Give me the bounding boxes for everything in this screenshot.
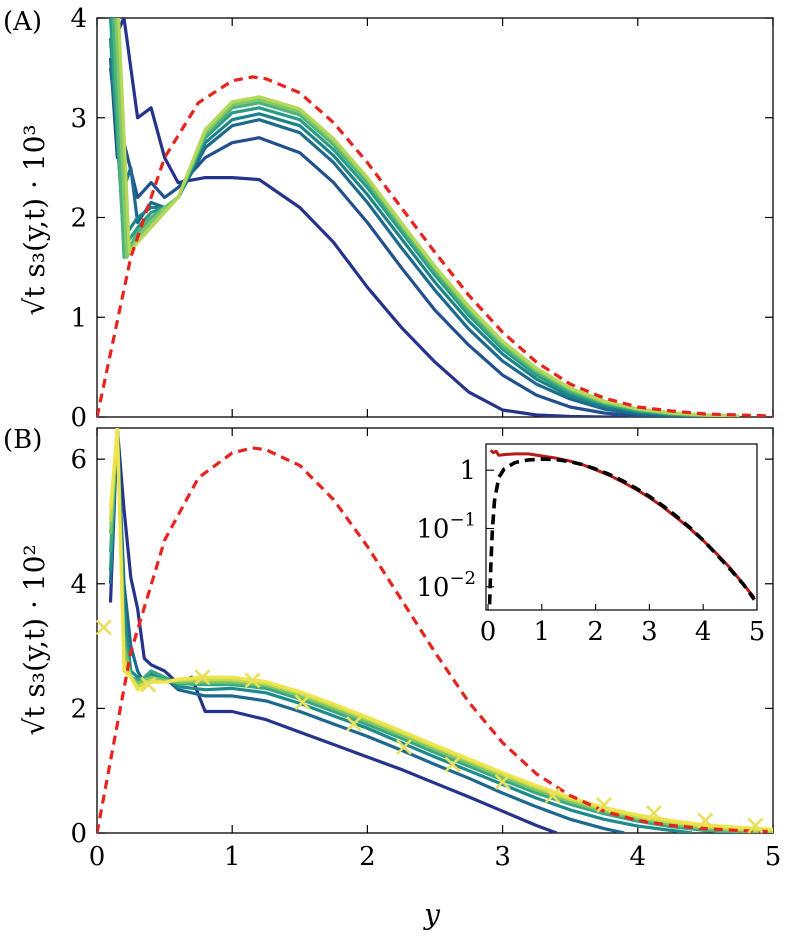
x-axis-label: y xyxy=(422,898,441,931)
inset-xtick-label: 3 xyxy=(641,617,658,647)
inset-ytick-label: 1 xyxy=(459,456,476,486)
inset-xtick-label: 1 xyxy=(534,617,551,647)
panel-b-cross-marker xyxy=(95,619,112,636)
panel-a-series-t1 xyxy=(109,18,706,417)
inset-xtick-label: 5 xyxy=(749,617,766,647)
panel-b-cross-marker xyxy=(345,716,362,732)
inset-xtick-label: 4 xyxy=(695,617,712,647)
inset-ytick-label: 10−2 xyxy=(416,568,476,603)
panel-a-ytick-label: 3 xyxy=(70,104,87,134)
panel-b-cross-marker xyxy=(747,817,764,834)
panel-a-series-t8 xyxy=(117,18,740,417)
inset-series-theory xyxy=(488,457,756,605)
panel-a-ytick-label: 4 xyxy=(70,4,87,34)
panel-b-cross-marker xyxy=(244,672,261,689)
panel-b-label: (B) xyxy=(3,425,42,455)
panel-a-series-t4 xyxy=(108,37,740,417)
panel-a-label: (A) xyxy=(3,7,42,37)
panel-b-frame xyxy=(96,427,774,834)
panel-b-series-t6 xyxy=(108,428,773,833)
panel-b-xtick-label: 0 xyxy=(89,842,106,872)
panel-b-cross-marker xyxy=(544,787,561,804)
inset-series xyxy=(488,449,756,605)
inset-ticks: 1 10−1 10−20 1 2 3 4 5 xyxy=(416,456,765,647)
panel-b-cross-marker xyxy=(294,694,311,711)
panel-b-ylabel: √t s₃(y,t) · 10² xyxy=(18,544,51,735)
panel-b-cross-marker xyxy=(494,773,511,790)
panel-b-xtick-label: 1 xyxy=(224,842,241,872)
panel-b-ticks: 0 2 4 6 0 1 2 3 4 5 xyxy=(70,428,781,872)
panel-a-ytick-label: 0 xyxy=(70,403,87,433)
panel-b-series-t7 xyxy=(108,428,773,831)
panel-a-series-t2 xyxy=(108,57,706,417)
panel-b-cross-marker xyxy=(140,676,157,693)
panel-b-reference-dashed xyxy=(97,446,773,833)
panel-a-reference-dashed xyxy=(97,75,773,417)
panel-a-series xyxy=(97,18,773,417)
panel-a-ylabel: √t s₃(y,t) · 10³ xyxy=(18,124,51,315)
panel-b-xtick-label: 4 xyxy=(630,842,647,872)
panel-a-ticks: 0 1 2 3 4 xyxy=(70,4,774,433)
inset-ytick-label: 10−1 xyxy=(416,509,476,544)
panel-a-ytick-label: 1 xyxy=(70,303,87,333)
inset-xtick-label: 2 xyxy=(587,617,604,647)
panel-b-ytick-label: 0 xyxy=(70,819,87,849)
panel-a-ytick-label: 2 xyxy=(70,204,87,234)
panel-b-ytick-label: 6 xyxy=(70,445,87,475)
panel-b-series xyxy=(95,428,773,834)
panel-b-series-t2 xyxy=(108,428,625,833)
panel-a-series-t5 xyxy=(108,18,740,417)
panel-b-cross-marker xyxy=(646,805,662,821)
panel-b-cross-marker xyxy=(697,812,714,829)
panel-b-xtick-label: 2 xyxy=(359,842,376,872)
panel-b-cross-marker xyxy=(596,797,612,813)
panel-b-cross-marker xyxy=(444,756,461,773)
panel-a-series-t7 xyxy=(114,18,740,417)
panel-a-series-t6 xyxy=(111,18,740,417)
panel-b-ytick-label: 4 xyxy=(70,570,87,600)
panel-b-series-t1 xyxy=(108,428,558,833)
panel-b-xtick-label: 3 xyxy=(494,842,511,872)
panel-a: (A) 0 1 2 3 4 √t s₃(y,t) · 10³ xyxy=(3,4,774,433)
inset-xtick-label: 0 xyxy=(480,617,497,647)
inset-series-simulation xyxy=(489,449,756,599)
panel-a-frame xyxy=(96,17,774,418)
inset-plot: 1 10−1 10−20 1 2 3 4 5 xyxy=(416,443,765,647)
panel-b-xtick-label: 5 xyxy=(765,842,782,872)
panel-b-cross-marker xyxy=(395,739,412,755)
panel-b-cross-marker xyxy=(194,669,211,686)
panel-b-ytick-label: 2 xyxy=(70,694,87,724)
inset-frame xyxy=(485,443,758,611)
